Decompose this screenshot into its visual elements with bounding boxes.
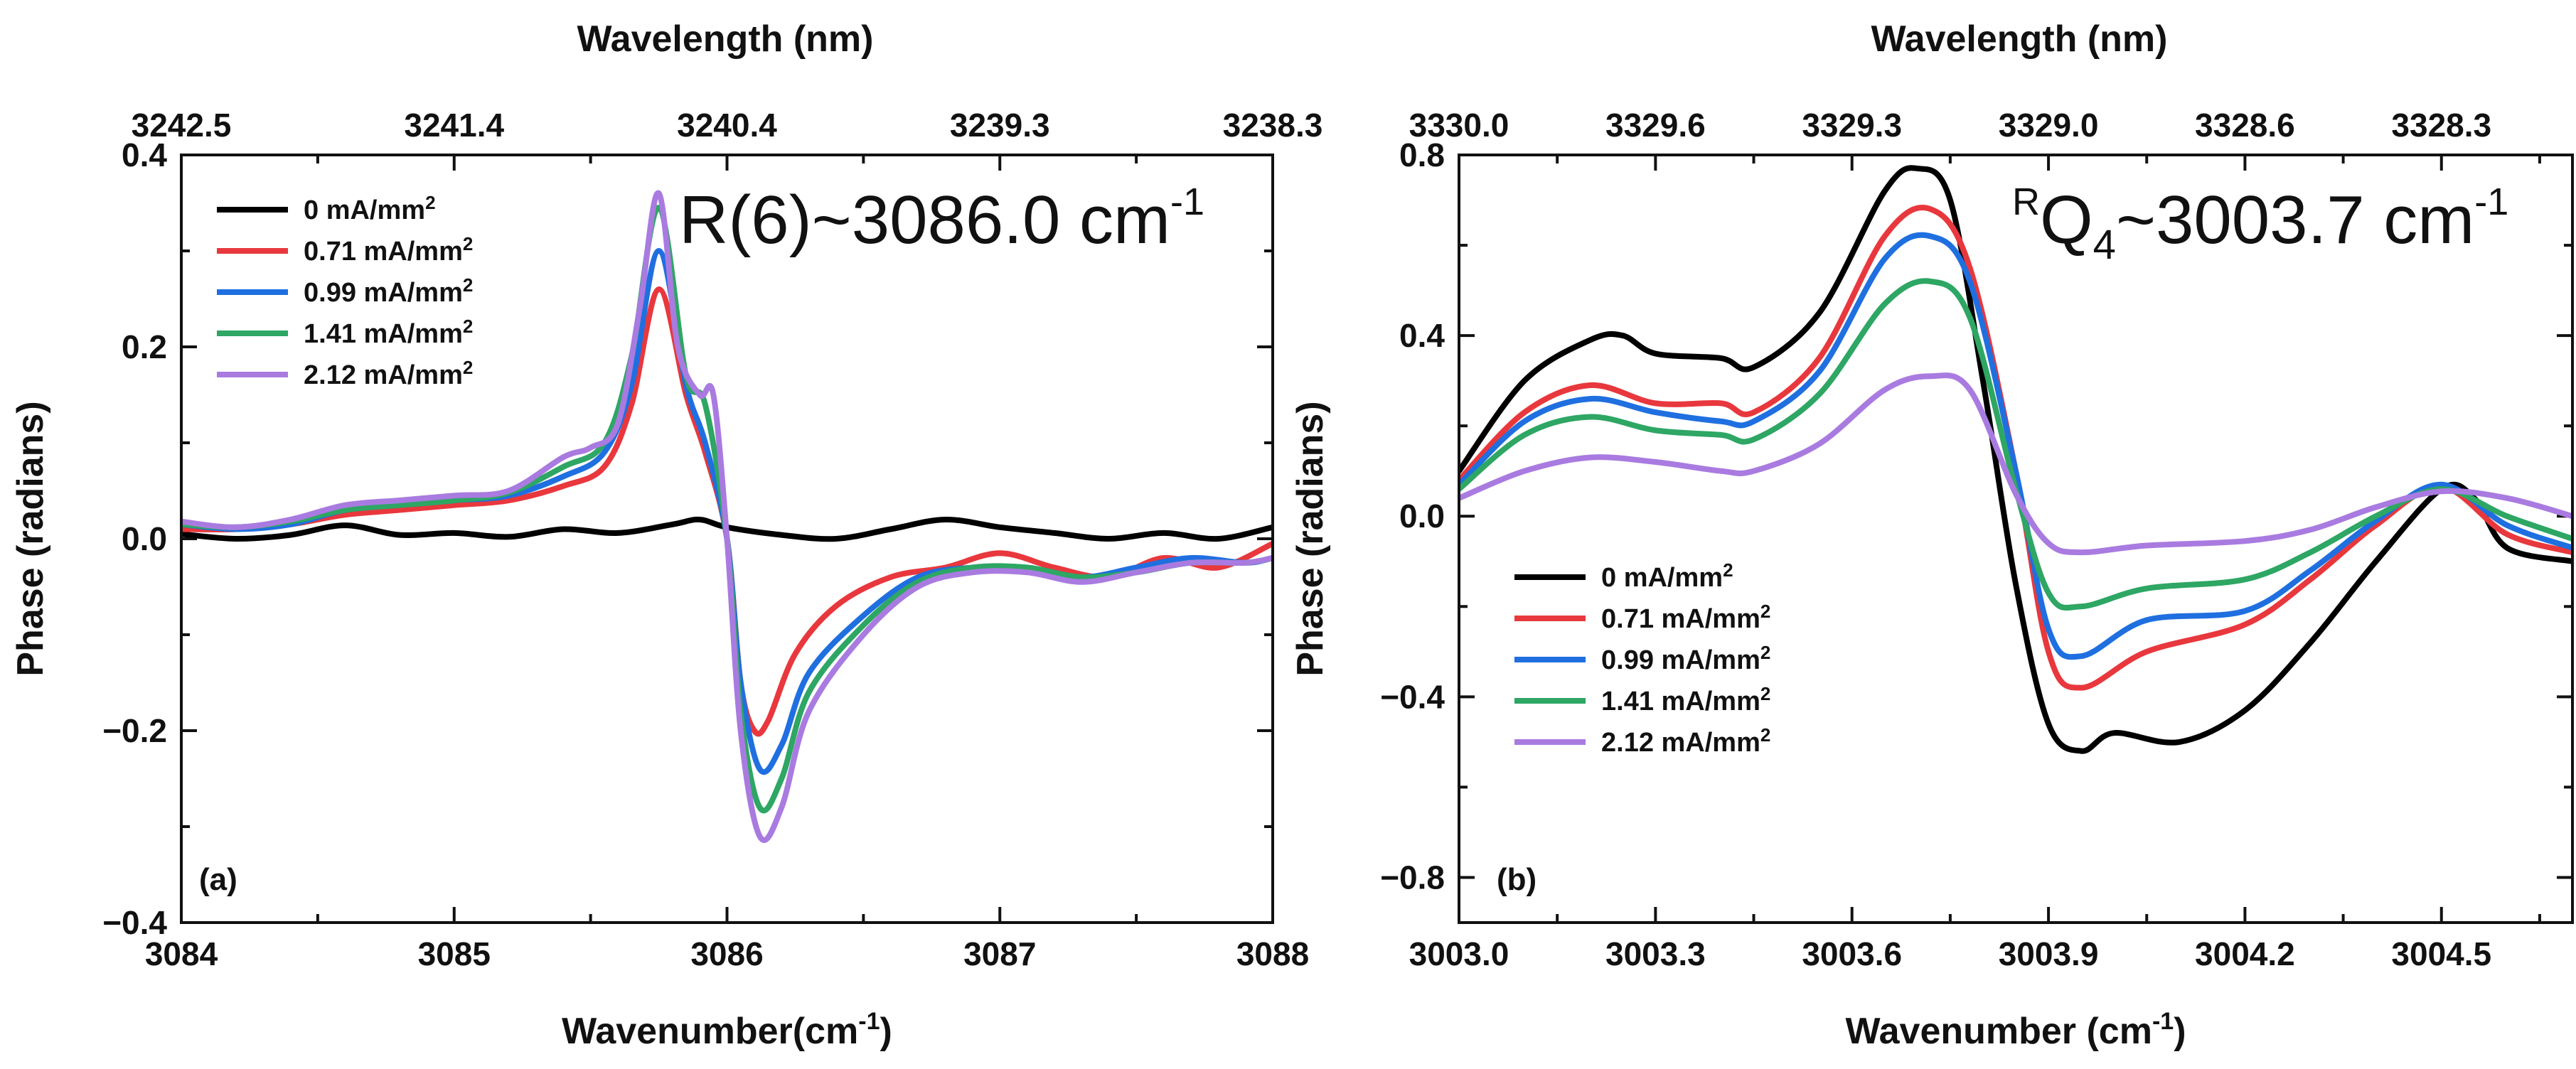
p0-y-tick-label: 0.2 [122, 328, 167, 365]
p0-x-tick-label: 3085 [418, 935, 491, 972]
p1-y-tick-label: −0.8 [1380, 859, 1445, 896]
p1-plot-frame [1458, 154, 2574, 924]
p0-legend-label: 0 mA/mm2 [304, 192, 436, 225]
p1-series-group [1459, 165, 2572, 754]
p1-top-axis-label: Wavelength (nm) [1871, 18, 2168, 60]
p1-x-tick-label: 3003.0 [1409, 935, 1509, 972]
p1-top-tick-label: 3329.3 [1802, 107, 1902, 144]
p1-x-tick-label: 3003.6 [1802, 935, 1902, 972]
p1-x-tick-label: 3004.5 [2391, 935, 2491, 972]
p1-y-tick-label: 0.8 [1399, 136, 1445, 173]
p0-y-tick-label: 0.0 [122, 520, 167, 557]
p1-series-line [1459, 372, 2572, 556]
p0-y-axis-label: Phase (radians) [10, 401, 51, 676]
p0-y-tick-label: 0.4 [122, 136, 167, 173]
p0-x-tick-label: 3087 [963, 935, 1036, 972]
p0-y-tick-label: −0.4 [102, 904, 167, 941]
p0-x-tick-label: 3084 [145, 935, 218, 972]
p1-legend-label: 0.99 mA/mm2 [1601, 642, 1770, 675]
p0-panel-label: (a) [199, 862, 237, 897]
p1-series-line [1459, 278, 2572, 611]
p0-legend-label: 0.71 mA/mm2 [304, 233, 473, 267]
p1-top-tick-label: 3328.6 [2195, 107, 2295, 144]
p0-x-tick-label: 3088 [1236, 935, 1309, 972]
p1-top-tick-label: 3330.0 [1409, 107, 1509, 144]
p1-top-tick-label: 3328.3 [2391, 107, 2491, 144]
p0-top-tick-label: 3240.4 [677, 107, 777, 144]
p1-legend-label: 0.71 mA/mm2 [1601, 601, 1770, 634]
p0-legend-label: 0.99 mA/mm2 [304, 274, 473, 308]
p1-y-tick-label: −0.4 [1380, 678, 1445, 715]
p1-x-tick-label: 3003.9 [1999, 935, 2099, 972]
p1-y-tick-label: 0.4 [1399, 317, 1445, 354]
p0-y-tick-label: −0.2 [102, 712, 167, 749]
p1-series-line [1459, 232, 2572, 660]
p0-legend-label: 2.12 mA/mm2 [304, 357, 473, 390]
panel-b-chart: 3003.0 3003.3 3003.6 3003.9 3004.2 3004.5 3330… [1290, 18, 2574, 1052]
p1-x-axis-label: Wavenumber (cm-1) [1845, 1008, 2186, 1052]
p1-top-tick-label: 3329.6 [1605, 107, 1706, 144]
p0-legend-label: 1.41 mA/mm2 [304, 316, 473, 349]
p0-series-group [181, 190, 1273, 844]
p1-top-tick-label: 3329.0 [1999, 107, 2099, 144]
p0-top-axis-label: Wavelength (nm) [577, 18, 874, 60]
p1-x-tick-label: 3004.2 [2195, 935, 2295, 972]
p1-x-tick-label: 3003.3 [1605, 935, 1706, 972]
panel-a-chart: 3084 3085 3086 3087 3088 3242.5 3241.4 3240.4 32… [10, 18, 1322, 1052]
p0-top-tick-label: 3242.5 [132, 107, 232, 144]
p0-plot-frame [180, 154, 1274, 924]
p1-legend-label: 1.41 mA/mm2 [1601, 683, 1770, 716]
p0-peak-annotation: R(6)~3086.0 cm-1 [679, 181, 1204, 258]
p0-x-tick-label: 3086 [690, 935, 763, 972]
p0-top-tick-label: 3241.4 [404, 107, 504, 144]
p1-panel-label: (b) [1497, 862, 1536, 897]
p0-x-axis-label: Wavenumber(cm-1) [562, 1008, 892, 1052]
p1-legend-label: 2.12 mA/mm2 [1601, 724, 1770, 758]
p0-top-tick-label: 3238.3 [1223, 107, 1323, 144]
p0-series-line [181, 516, 1273, 542]
p1-series-line [1459, 165, 2572, 754]
p1-peak-annotation: RQ4~3003.7 cm-1 [2012, 181, 2508, 268]
p0-top-tick-label: 3239.3 [950, 107, 1050, 144]
p1-y-axis-label: Phase (radians) [1290, 401, 1331, 676]
p1-legend-label: 0 mA/mm2 [1601, 559, 1733, 593]
p0-series-line [181, 190, 1273, 844]
p1-y-tick-label: 0.0 [1399, 498, 1445, 534]
